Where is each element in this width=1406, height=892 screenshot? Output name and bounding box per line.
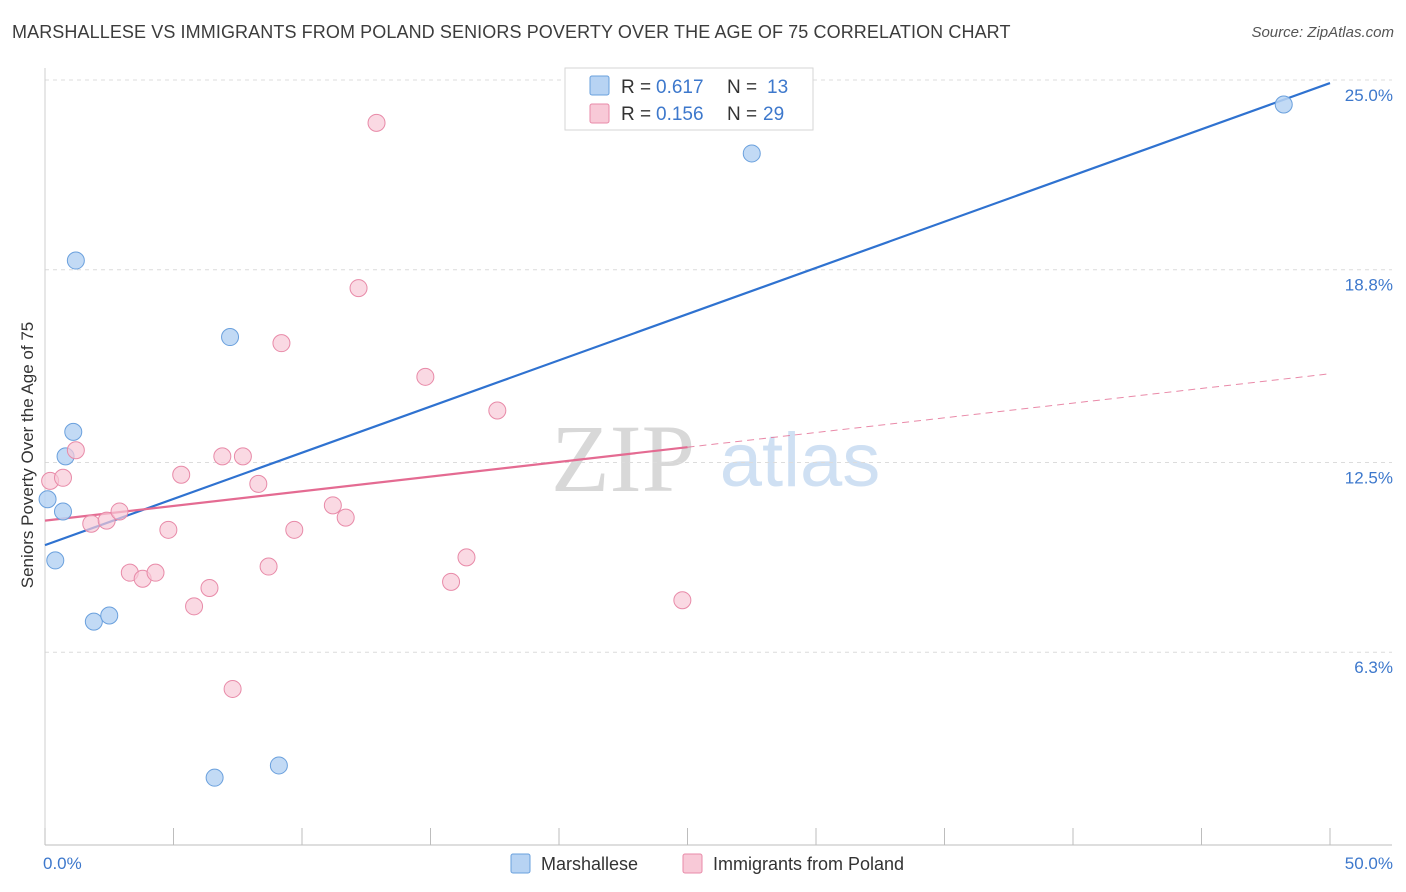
stats-legend: R = 0.617 N = 13 R = 0.156 N = 29 (564, 67, 814, 131)
point-poland (200, 578, 219, 597)
source-label: Source: ZipAtlas.com (1251, 24, 1394, 41)
point-poland (213, 447, 232, 466)
point-marshallese (269, 756, 288, 775)
chart-title: MARSHALLESE VS IMMIGRANTS FROM POLAND SE… (12, 22, 1011, 42)
x-tick-label: 0.0% (43, 854, 82, 873)
series-legend-poland: Immigrants from Poland (713, 854, 904, 874)
point-poland (159, 520, 178, 539)
point-marshallese (221, 328, 240, 347)
tick-labels: 6.3% 12.5% 18.8% 25.0% 0.0% 50.0% (43, 86, 1393, 873)
point-poland (457, 548, 476, 567)
trend-line-marshallese (44, 82, 1331, 547)
point-poland (336, 508, 355, 527)
point-marshallese (64, 422, 83, 441)
point-poland (285, 520, 304, 539)
point-poland (172, 465, 191, 484)
point-marshallese (100, 606, 119, 625)
point-marshallese (66, 251, 85, 270)
point-poland (223, 679, 242, 698)
point-marshallese (53, 502, 72, 521)
grid-lines (45, 79, 1392, 653)
trend-line-poland (44, 446, 688, 522)
trend-line-poland-extension (687, 373, 1331, 448)
point-marshallese (38, 490, 57, 509)
point-poland (110, 502, 129, 521)
legend-r-value: 0.617 (656, 77, 704, 98)
legend-r-label: R = (621, 104, 651, 125)
axes (44, 68, 1392, 846)
point-poland (97, 511, 116, 530)
point-poland (259, 557, 278, 576)
point-marshallese (84, 612, 103, 631)
legend-r-label: R = (621, 77, 651, 98)
point-poland (416, 367, 435, 386)
point-marshallese (46, 551, 65, 570)
series-legend-swatch-poland (682, 853, 703, 874)
data-points (38, 95, 1293, 787)
legend-n-label: N = (727, 77, 757, 98)
legend-swatch-marshallese (589, 75, 610, 96)
y-tick-label: 18.8% (1345, 276, 1393, 295)
trend-lines (44, 82, 1331, 547)
legend-n-value: 13 (767, 77, 788, 98)
legend-swatch-poland (589, 103, 610, 124)
x-tick-label: 50.0% (1345, 854, 1393, 873)
legend-r-value: 0.156 (656, 104, 704, 125)
point-marshallese (742, 144, 761, 163)
point-poland (185, 597, 204, 616)
series-legend-marshallese: Marshallese (541, 854, 638, 874)
point-poland (66, 441, 85, 460)
point-marshallese (1274, 95, 1293, 114)
series-legend-swatch-marshallese (510, 853, 531, 874)
point-poland (272, 334, 291, 353)
point-poland (233, 447, 252, 466)
legend-n-value: 29 (763, 104, 784, 125)
point-poland (146, 563, 165, 582)
point-marshallese (205, 768, 224, 787)
y-tick-label: 6.3% (1354, 658, 1393, 677)
legend-n-label: N = (727, 104, 757, 125)
point-poland (488, 401, 507, 420)
point-poland (367, 113, 386, 132)
point-poland (323, 496, 342, 515)
point-poland (442, 572, 461, 591)
point-poland (53, 468, 72, 487)
y-tick-label: 25.0% (1345, 86, 1393, 105)
point-poland (349, 279, 368, 298)
series-legend: Marshallese Immigrants from Poland (510, 853, 904, 874)
watermark-atlas: atlas (720, 418, 881, 503)
point-poland (82, 514, 101, 533)
y-axis-label: Seniors Poverty Over the Age of 75 (18, 322, 37, 588)
point-poland (249, 474, 268, 493)
y-tick-label: 12.5% (1345, 469, 1393, 488)
watermark-zip: ZIP (551, 405, 695, 512)
point-poland (673, 591, 692, 610)
